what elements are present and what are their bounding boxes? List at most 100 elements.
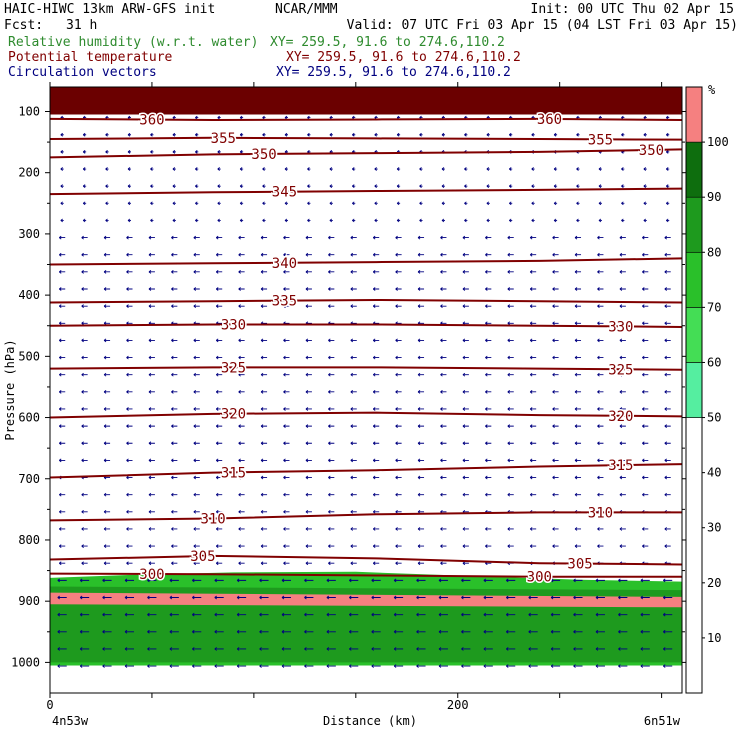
circulation-vector <box>124 612 135 617</box>
circulation-vector <box>260 458 268 463</box>
circulation-vector <box>58 355 66 360</box>
forecast-label: Fcst: <box>4 18 44 33</box>
circulation-vector <box>505 664 516 668</box>
circulation-vector <box>57 629 67 634</box>
circulation-vector <box>396 218 401 223</box>
circulation-vector <box>328 527 335 531</box>
circulation-vector <box>148 475 155 480</box>
circulation-vector <box>485 475 492 480</box>
circulation-vector <box>281 647 291 651</box>
circulation-vector <box>664 458 671 463</box>
circulation-vector <box>642 424 649 428</box>
circulation-vector <box>283 561 290 566</box>
circulation-vector <box>440 252 447 257</box>
circulation-vector <box>304 647 314 651</box>
circulation-vector <box>283 304 290 308</box>
circulation-vector <box>326 647 336 651</box>
circulation-vector <box>348 647 359 651</box>
circulation-vector <box>150 132 154 137</box>
circulation-vector <box>239 167 244 171</box>
circulation-vector <box>505 647 516 651</box>
circulation-vector <box>350 287 357 291</box>
circulation-vector <box>262 115 266 120</box>
circulation-vector <box>281 595 291 600</box>
circulation-vector <box>416 647 426 651</box>
circulation-vector <box>172 184 176 189</box>
circulation-vector <box>239 150 244 154</box>
circulation-vector <box>81 424 88 428</box>
circulation-vector <box>416 595 426 600</box>
colorbar-band-3 <box>685 251 703 308</box>
circulation-vector <box>283 270 290 274</box>
circulation-vector <box>486 184 490 189</box>
theta-contour-305 <box>50 554 682 566</box>
circulation-vector <box>485 492 492 497</box>
circulation-vector <box>348 664 359 668</box>
circulation-vector <box>193 287 200 291</box>
circulation-vector <box>148 235 155 240</box>
circulation-vector <box>576 132 580 137</box>
circulation-vector <box>148 441 155 446</box>
circulation-vector <box>126 407 133 411</box>
circulation-vector <box>350 304 357 308</box>
circulation-vector <box>505 629 516 634</box>
circulation-vector <box>597 424 604 428</box>
circulation-vector <box>217 218 221 223</box>
circulation-vector <box>508 132 513 137</box>
circulation-vector <box>462 252 469 257</box>
circulation-vector <box>217 167 221 171</box>
circulation-vector <box>193 338 200 343</box>
circulation-vector <box>531 184 535 189</box>
circulation-vector <box>81 389 88 394</box>
circulation-vector <box>281 664 291 668</box>
circulation-vector <box>618 629 628 634</box>
x-tick-label: 0 <box>46 698 53 712</box>
circulation-vector <box>619 252 626 257</box>
circulation-vector <box>393 595 404 600</box>
circulation-vector <box>103 424 111 428</box>
circulation-vector <box>103 509 111 514</box>
circulation-vector <box>172 167 176 171</box>
circulation-vector <box>350 458 357 463</box>
circulation-vector <box>326 595 336 600</box>
circulation-vector <box>60 150 64 154</box>
circulation-vector <box>326 578 336 583</box>
circulation-vector <box>574 441 582 446</box>
circulation-vector <box>260 424 268 428</box>
circulation-vector <box>328 441 335 446</box>
circulation-vector <box>529 252 537 257</box>
y-tick-label: 400 <box>18 288 40 302</box>
circulation-vector <box>147 664 157 668</box>
circulation-vector <box>283 389 290 394</box>
circulation-vector <box>642 287 649 291</box>
circulation-vector <box>462 338 469 343</box>
circulation-vector <box>440 287 447 291</box>
circulation-vector <box>395 407 402 411</box>
circulation-vector <box>595 595 605 600</box>
circulation-vector <box>640 612 650 617</box>
circulation-vector <box>440 270 447 274</box>
circulation-vector <box>372 424 380 428</box>
circulation-vector <box>262 184 266 189</box>
circulation-vector <box>598 201 602 206</box>
circulation-vector <box>58 458 66 463</box>
circulation-vector <box>642 252 649 257</box>
theta-label-330: 330 <box>608 319 633 335</box>
circulation-vector <box>597 304 604 308</box>
circulation-vector <box>148 270 155 274</box>
circulation-vector <box>81 509 88 514</box>
circulation-vector <box>372 270 380 274</box>
circulation-vector <box>103 372 111 377</box>
circulation-vector <box>417 235 425 240</box>
circulation-vector <box>348 578 359 583</box>
circulation-vector <box>171 235 178 240</box>
circulation-vector <box>195 184 199 189</box>
circulation-vector <box>664 321 671 326</box>
circulation-vector <box>195 132 199 137</box>
circulation-vector <box>576 184 580 189</box>
circulation-vector <box>193 235 200 240</box>
circulation-vector <box>485 424 492 428</box>
circulation-vector <box>462 355 469 360</box>
circulation-vector <box>215 252 223 257</box>
circulation-vector <box>350 509 357 514</box>
